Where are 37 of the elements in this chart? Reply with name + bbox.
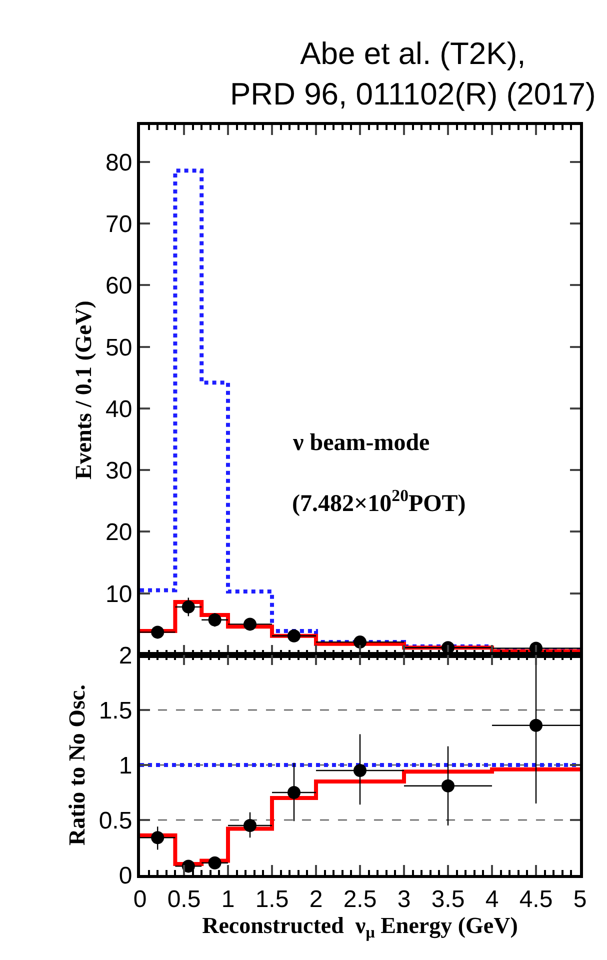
y-tick-label: 50 [105,334,132,362]
annotation: ν beam-mode [292,430,430,456]
point [530,718,542,732]
chart-title: Abe et al. (T2K), PRD 96, 011102(R) (2017) [230,36,596,112]
point [208,856,222,870]
y-axis-title: Ratio to No Osc. [64,684,90,846]
x-tick-label: 1.5 [255,886,289,913]
x-tick-label: 1 [221,886,235,913]
point [244,819,256,832]
y-tick-label: 60 [105,272,132,300]
x-tick-label: 2 [309,886,323,913]
x-tick-label: 2.5 [343,886,377,913]
y-tick-label: 1.5 [98,697,132,724]
y-tick-label: 1 [118,752,132,780]
point [354,764,366,777]
y-tick-label: 0.5 [98,807,132,834]
y-tick-label: 0 [118,862,132,890]
x-tick-label: 4 [485,886,499,913]
x-tick-label: 5 [573,886,587,913]
x-tick-label: 3.5 [431,886,465,913]
point [151,831,164,844]
point [288,786,300,799]
y-axis-title: Events / 0.1 (GeV) [70,300,96,480]
y-tick-label: 70 [105,211,132,238]
y-tick-label: 40 [105,396,132,423]
x-tick-label: 4.5 [519,886,553,913]
x-tick-label: 3 [397,886,411,913]
y-tick-label: 80 [105,149,132,176]
point [182,860,195,873]
y-tick-label: 2 [118,642,132,670]
annotation: (7.482×10$^{20}$POT) [292,486,466,518]
y-tick-label: 10 [105,580,132,608]
y-tick-label: 30 [105,458,132,485]
x-tick-label: 0.5 [167,886,201,913]
x-axis-title: Reconstructed ν$_{μ}$ Energy (GeV) [202,912,518,942]
y-tick-label: 20 [105,519,132,546]
point [442,779,454,792]
